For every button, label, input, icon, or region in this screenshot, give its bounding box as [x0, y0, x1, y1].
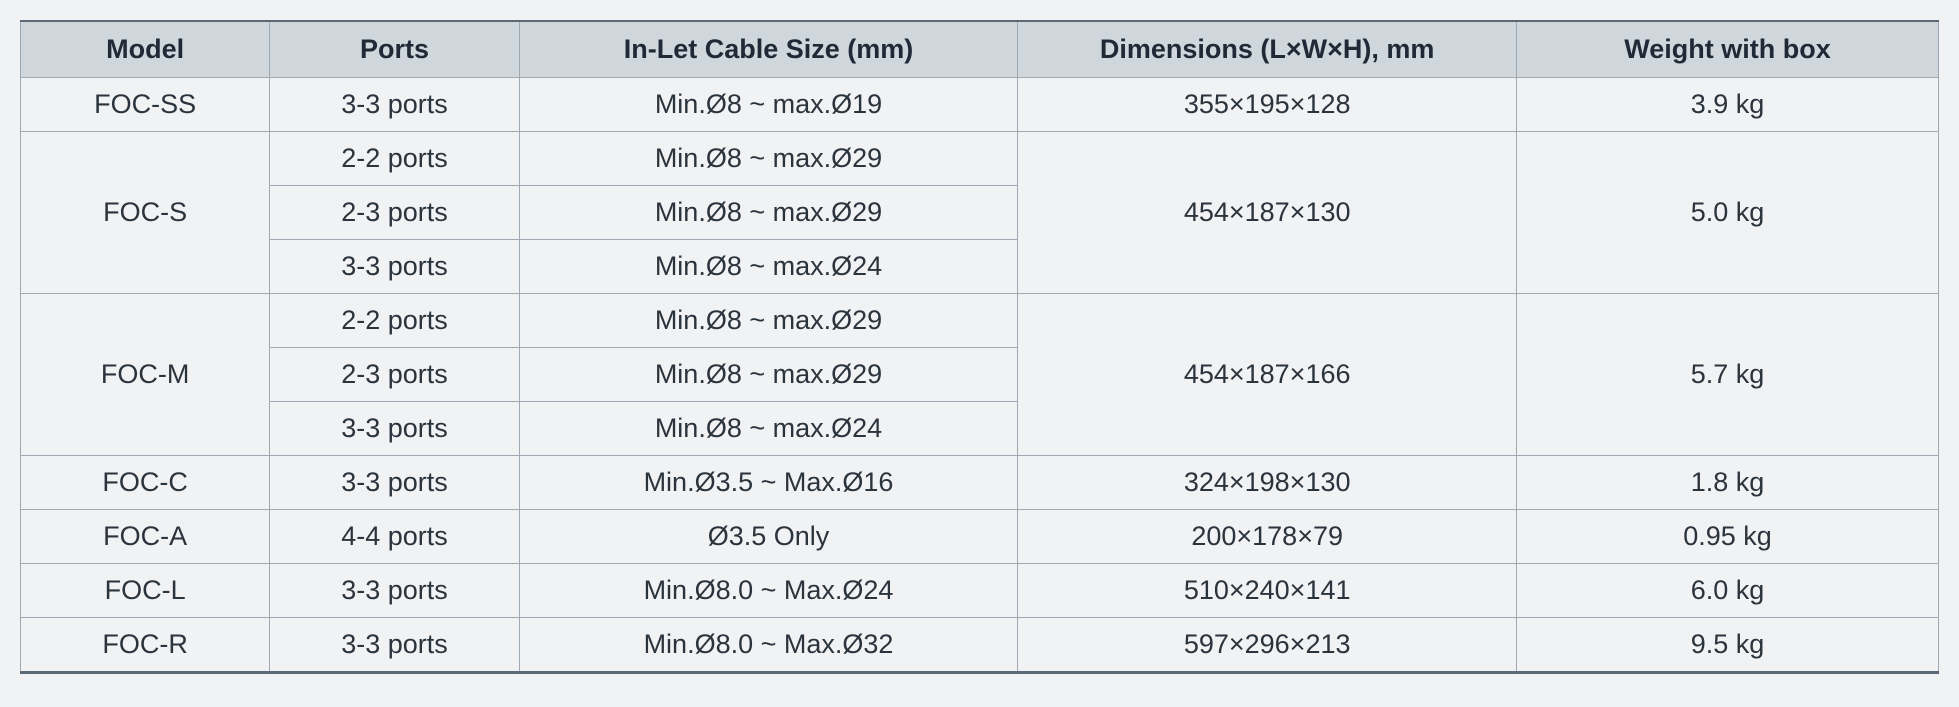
cell-model: FOC-A: [21, 510, 270, 564]
cell-ports: 3-3 ports: [270, 456, 519, 510]
cell-weight: 6.0 kg: [1517, 564, 1939, 618]
cell-dimensions: 324×198×130: [1018, 456, 1517, 510]
cell-weight: 9.5 kg: [1517, 618, 1939, 673]
cell-model: FOC-M: [21, 294, 270, 456]
spec-table: Model Ports In-Let Cable Size (mm) Dimen…: [20, 20, 1939, 674]
cell-weight: 0.95 kg: [1517, 510, 1939, 564]
cell-cable: Min.Ø8 ~ max.Ø29: [519, 132, 1018, 186]
cell-model: FOC-S: [21, 132, 270, 294]
cell-model: FOC-SS: [21, 78, 270, 132]
table-body: FOC-SS3-3 portsMin.Ø8 ~ max.Ø19355×195×1…: [21, 78, 1939, 673]
th-ports: Ports: [270, 21, 519, 78]
cell-cable: Min.Ø8.0 ~ Max.Ø24: [519, 564, 1018, 618]
cell-ports: 3-3 ports: [270, 618, 519, 673]
th-cable: In-Let Cable Size (mm): [519, 21, 1018, 78]
table-row: FOC-C3-3 portsMin.Ø3.5 ~ Max.Ø16324×198×…: [21, 456, 1939, 510]
cell-ports: 3-3 ports: [270, 564, 519, 618]
cell-cable: Min.Ø8.0 ~ Max.Ø32: [519, 618, 1018, 673]
cell-ports: 3-3 ports: [270, 240, 519, 294]
cell-weight: 5.7 kg: [1517, 294, 1939, 456]
table-row: FOC-SS3-3 portsMin.Ø8 ~ max.Ø19355×195×1…: [21, 78, 1939, 132]
cell-cable: Min.Ø8 ~ max.Ø24: [519, 402, 1018, 456]
table-row: FOC-L3-3 portsMin.Ø8.0 ~ Max.Ø24510×240×…: [21, 564, 1939, 618]
cell-cable: Min.Ø8 ~ max.Ø29: [519, 186, 1018, 240]
cell-cable: Min.Ø8 ~ max.Ø24: [519, 240, 1018, 294]
cell-cable: Min.Ø8 ~ max.Ø29: [519, 348, 1018, 402]
cell-cable: Min.Ø8 ~ max.Ø29: [519, 294, 1018, 348]
cell-dimensions: 510×240×141: [1018, 564, 1517, 618]
cell-weight: 1.8 kg: [1517, 456, 1939, 510]
cell-ports: 2-3 ports: [270, 186, 519, 240]
cell-dimensions: 200×178×79: [1018, 510, 1517, 564]
cell-ports: 4-4 ports: [270, 510, 519, 564]
cell-ports: 2-3 ports: [270, 348, 519, 402]
th-dimensions: Dimensions (L×W×H), mm: [1018, 21, 1517, 78]
cell-model: FOC-C: [21, 456, 270, 510]
cell-dimensions: 454×187×130: [1018, 132, 1517, 294]
cell-model: FOC-R: [21, 618, 270, 673]
cell-cable: Ø3.5 Only: [519, 510, 1018, 564]
cell-dimensions: 355×195×128: [1018, 78, 1517, 132]
th-model: Model: [21, 21, 270, 78]
table-row: FOC-M2-2 portsMin.Ø8 ~ max.Ø29454×187×16…: [21, 294, 1939, 348]
cell-model: FOC-L: [21, 564, 270, 618]
cell-weight: 5.0 kg: [1517, 132, 1939, 294]
cell-ports: 2-2 ports: [270, 132, 519, 186]
table-row: FOC-S2-2 portsMin.Ø8 ~ max.Ø29454×187×13…: [21, 132, 1939, 186]
cell-dimensions: 597×296×213: [1018, 618, 1517, 673]
cell-dimensions: 454×187×166: [1018, 294, 1517, 456]
table-header-row: Model Ports In-Let Cable Size (mm) Dimen…: [21, 21, 1939, 78]
cell-cable: Min.Ø3.5 ~ Max.Ø16: [519, 456, 1018, 510]
th-weight: Weight with box: [1517, 21, 1939, 78]
cell-ports: 3-3 ports: [270, 78, 519, 132]
table-row: FOC-A4-4 portsØ3.5 Only200×178×790.95 kg: [21, 510, 1939, 564]
cell-weight: 3.9 kg: [1517, 78, 1939, 132]
table-row: FOC-R3-3 portsMin.Ø8.0 ~ Max.Ø32597×296×…: [21, 618, 1939, 673]
cell-ports: 2-2 ports: [270, 294, 519, 348]
cell-cable: Min.Ø8 ~ max.Ø19: [519, 78, 1018, 132]
cell-ports: 3-3 ports: [270, 402, 519, 456]
